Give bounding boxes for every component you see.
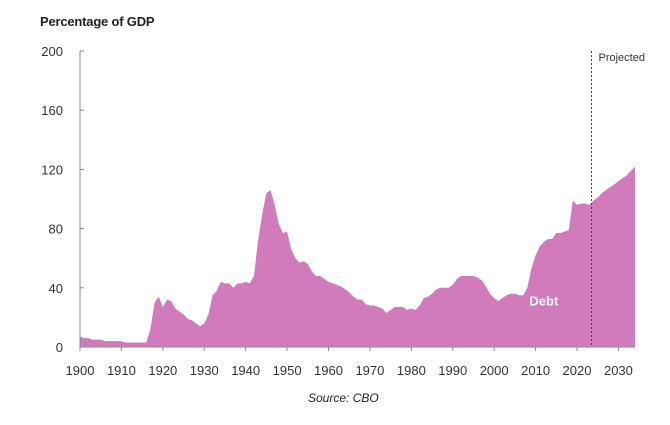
- y-tick-label: 0: [56, 340, 63, 355]
- y-axis-ticks: 0 40 80 120 160 200: [41, 44, 84, 355]
- x-tick-label: 2010: [521, 363, 550, 378]
- x-tick-label: 1920: [148, 363, 177, 378]
- x-tick-label: 2020: [563, 363, 592, 378]
- x-tick-label: 1900: [66, 363, 95, 378]
- series-label-debt: Debt: [529, 294, 559, 309]
- x-tick-label: 1940: [231, 363, 260, 378]
- x-tick-label: 1910: [107, 363, 136, 378]
- y-tick-label: 80: [49, 222, 63, 237]
- x-tick-label: 1930: [190, 363, 219, 378]
- x-axis-ticks: 1900 1910 1920 1930 1940 1950 1960 1970 1980 1990…: [66, 347, 633, 378]
- y-tick-label: 200: [41, 44, 63, 59]
- y-tick-label: 120: [41, 162, 63, 177]
- x-tick-label: 1990: [438, 363, 467, 378]
- x-tick-label: 1980: [397, 363, 426, 378]
- y-tick-label: 160: [41, 103, 63, 118]
- projected-label: Projected: [599, 52, 645, 64]
- x-tick-label: 1960: [314, 363, 343, 378]
- x-tick-label: 1950: [273, 363, 302, 378]
- x-tick-label: 1970: [355, 363, 384, 378]
- x-tick-label: 2030: [604, 363, 633, 378]
- debt-area: [80, 166, 635, 347]
- y-axis-title: Percentage of GDP: [40, 14, 155, 29]
- source-note: Source: CBO: [308, 391, 379, 405]
- y-tick-label: 40: [49, 281, 63, 296]
- x-tick-label: 2000: [480, 363, 509, 378]
